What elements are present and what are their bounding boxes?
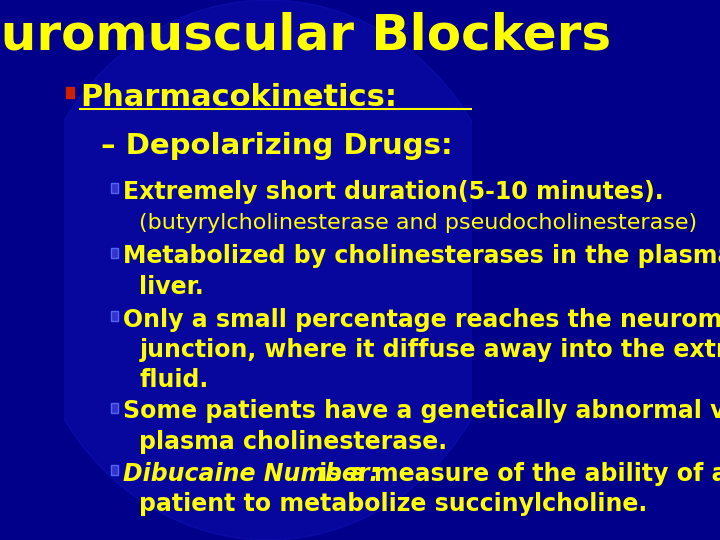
- Text: (butyrylcholinesterase and pseudocholinesterase): (butyrylcholinesterase and pseudocholine…: [140, 213, 698, 233]
- FancyBboxPatch shape: [111, 403, 118, 413]
- Text: plasma cholinesterase.: plasma cholinesterase.: [140, 430, 448, 454]
- Text: fluid.: fluid.: [140, 368, 209, 392]
- Text: Metabolized by cholinesterases in the plasma and: Metabolized by cholinesterases in the pl…: [123, 245, 720, 268]
- Text: is a measure of the ability of a: is a measure of the ability of a: [311, 462, 720, 486]
- Text: Extremely short duration(5-10 minutes).: Extremely short duration(5-10 minutes).: [123, 180, 664, 204]
- FancyBboxPatch shape: [66, 87, 74, 98]
- FancyBboxPatch shape: [111, 248, 118, 258]
- Text: Only a small percentage reaches the neuromuscular: Only a small percentage reaches the neur…: [123, 308, 720, 332]
- Ellipse shape: [23, 0, 513, 540]
- Text: patient to metabolize succinylcholine.: patient to metabolize succinylcholine.: [140, 492, 648, 516]
- FancyBboxPatch shape: [111, 183, 118, 193]
- Text: – Depolarizing Drugs:: – Depolarizing Drugs:: [101, 132, 452, 160]
- Text: Dibucaine Number:: Dibucaine Number:: [123, 462, 379, 486]
- FancyBboxPatch shape: [111, 465, 118, 475]
- Text: junction, where it diffuse away into the extracellular: junction, where it diffuse away into the…: [140, 338, 720, 362]
- Text: Some patients have a genetically abnormal variant of: Some patients have a genetically abnorma…: [123, 400, 720, 423]
- FancyBboxPatch shape: [111, 311, 118, 321]
- Text: Pharmacokinetics:: Pharmacokinetics:: [81, 83, 397, 112]
- Text: liver.: liver.: [140, 275, 204, 299]
- Text: Neuromuscular Blockers: Neuromuscular Blockers: [0, 11, 611, 59]
